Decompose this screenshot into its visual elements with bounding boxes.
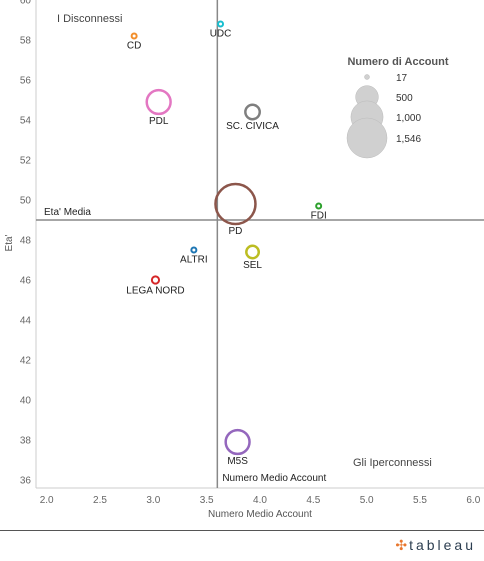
point-label-pd: PD [229,226,243,237]
footer: ✣ tableau [0,530,484,561]
y-tick-label: 44 [20,316,32,327]
point-udc[interactable] [217,20,225,28]
y-tick-label: 50 [20,196,32,207]
y-tick-label: 52 [20,156,32,167]
point-pd[interactable] [214,182,257,226]
tableau-brand-text: tableau [409,537,476,553]
y-tick-label: 40 [20,396,32,407]
y-tick-label: 60 [20,0,32,7]
point-altri[interactable] [190,246,198,254]
x-tick-label: 2.5 [93,495,107,506]
legend-title: Numero di Account [347,56,448,68]
y-tick-label: 38 [20,436,32,447]
point-label-m5s: M5S [227,456,248,467]
y-tick-label: 42 [20,356,32,367]
x-tick-label: 4.5 [306,495,320,506]
point-label-sc-civica: SC. CIVICA [226,121,279,132]
scatter-chart: 36 38 40 42 44 46 48 50 52 54 56 58 60 2.0 2.5 3.0 3.5 4… [4,0,484,520]
point-fdi[interactable] [315,202,323,210]
point-label-sel: SEL [243,260,262,271]
point-m5s[interactable] [224,428,251,456]
point-label-altri: ALTRI [180,255,208,266]
tableau-logo[interactable]: ✣ tableau [395,537,476,554]
legend-swatch [364,74,370,80]
legend-label: 1,000 [396,113,421,124]
y-tick-label: 58 [20,36,32,47]
y-tick-label: 46 [20,276,32,287]
y-tick-label: 48 [20,236,32,247]
x-tick-label: 5.0 [360,495,374,506]
y-axis-title: Eta' [4,234,15,251]
point-pdl[interactable] [145,88,172,116]
point-sel[interactable] [245,244,261,260]
point-sc-civica[interactable] [244,103,261,121]
x-tick-label: 3.0 [146,495,160,506]
x-tick-label: 4.0 [253,495,267,506]
y-tick-label: 56 [20,76,32,87]
point-cd[interactable] [130,32,138,40]
x-tick-label: 5.5 [413,495,427,506]
reference-line-horizontal-label: Eta' Media [44,207,91,218]
point-label-lega-nord: LEGA NORD [126,286,184,297]
legend-label: 1,546 [396,134,421,145]
x-tick-label: 6.0 [466,495,480,506]
point-label-cd: CD [127,41,141,52]
legend-label: 17 [396,73,408,84]
x-axis-title: Numero Medio Account [208,509,312,520]
point-label-udc: UDC [210,29,232,40]
point-label-pdl: PDL [149,116,169,127]
x-tick-label: 3.5 [200,495,214,506]
reference-line-vertical-label: Numero Medio Account [222,473,326,484]
y-tick-label: 36 [20,476,32,487]
legend-swatch [346,117,388,159]
y-tick-label: 54 [20,116,32,127]
legend-label: 500 [396,93,413,104]
tableau-mark-icon: ✣ [395,537,408,553]
x-tick-label: 2.0 [40,495,54,506]
point-lega-nord[interactable] [150,275,161,285]
annotation-iperconnessi: Gli Iperconnessi [353,457,432,469]
point-label-fdi: FDI [311,211,327,222]
annotation-disconnessi: I Disconnessi [57,13,122,25]
